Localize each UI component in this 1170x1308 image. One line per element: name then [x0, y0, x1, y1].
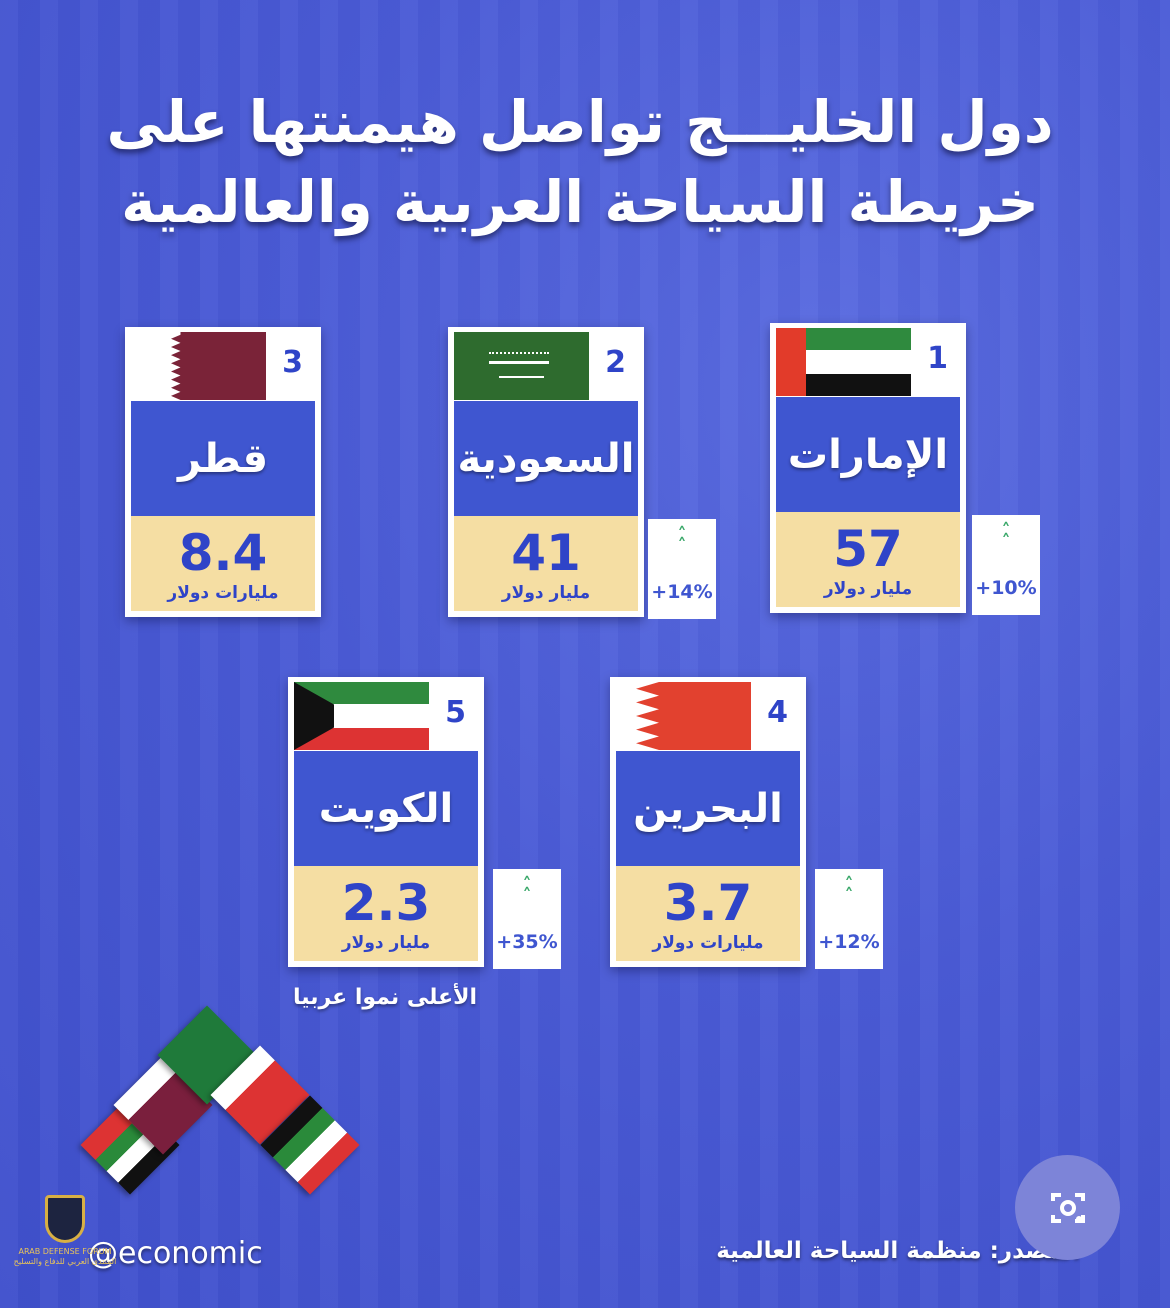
- value-panel: 3.7 مليارات دولار: [616, 866, 800, 961]
- rank-number: 1: [927, 341, 948, 376]
- flag-area: 4: [610, 677, 806, 751]
- watermark-ar: المنتدى العربي للدفاع والتسليح: [13, 1257, 117, 1266]
- country-card: 2 السعودية 41 مليار دولار: [448, 327, 644, 617]
- value-panel: 2.3 مليار دولار: [294, 866, 478, 961]
- growth-badge: ˄ ˄ +12%: [815, 869, 883, 969]
- account-handle: @economic: [88, 1236, 263, 1271]
- country-name: قطر: [131, 401, 315, 516]
- watermark-en: ARAB DEFENSE FORUM: [18, 1247, 112, 1256]
- value-unit: مليار دولار: [341, 933, 431, 953]
- value-panel: 41 مليار دولار: [454, 516, 638, 611]
- country-name: الكويت: [294, 751, 478, 866]
- double-chevron-up-icon: ˄ ˄: [1001, 520, 1011, 552]
- tourism-revenue-value: 3.7: [663, 874, 753, 932]
- tourism-revenue-value: 2.3: [341, 874, 431, 932]
- country-card: 5 الكويت 2.3 مليار دولار: [288, 677, 484, 967]
- country-name: السعودية: [454, 401, 638, 516]
- lens-camera-icon: [1050, 1192, 1085, 1223]
- flag-area: 1: [770, 323, 966, 397]
- country-card: 3 قطر 8.4 مليارات دولار: [125, 327, 321, 617]
- rank-number: 5: [445, 695, 466, 730]
- tourism-revenue-value: 8.4: [178, 524, 268, 582]
- rank-number: 4: [767, 695, 788, 730]
- growth-percent: +12%: [818, 931, 880, 953]
- qatar-flag-icon: [131, 332, 266, 400]
- growth-percent: +10%: [975, 577, 1037, 599]
- growth-badge: ˄ ˄ +10%: [972, 515, 1040, 615]
- source-credit: المصدر: منظمة السياحة العالمية: [716, 1238, 1080, 1264]
- rank-number: 2: [605, 345, 626, 380]
- country-card: 4 البحرين 3.7 مليارات دولار: [610, 677, 806, 967]
- country-card: 1 الإمارات 57 مليار دولار: [770, 323, 966, 613]
- value-panel: 57 مليار دولار: [776, 512, 960, 607]
- flag-area: 3: [125, 327, 321, 401]
- tourism-revenue-value: 41: [511, 524, 581, 582]
- double-chevron-up-icon: ˄ ˄: [844, 874, 854, 906]
- double-chevron-up-icon: ˄ ˄: [522, 874, 532, 906]
- double-chevron-up-icon: ˄ ˄: [677, 524, 687, 556]
- growth-percent: +14%: [651, 581, 713, 603]
- country-name: البحرين: [616, 751, 800, 866]
- uae-flag-icon: [776, 328, 911, 396]
- value-unit: مليارات دولار: [652, 933, 764, 953]
- bahrain-flag-icon: [616, 682, 751, 750]
- tourism-revenue-value: 57: [833, 520, 903, 578]
- growth-percent: +35%: [496, 931, 558, 953]
- country-name: الإمارات: [776, 397, 960, 512]
- growth-badge: ˄ ˄ +14%: [648, 519, 716, 619]
- watermark-logo: ARAB DEFENSE FORUM المنتدى العربي للدفاع…: [5, 1195, 125, 1267]
- kuwait-flag-icon: [294, 682, 429, 750]
- title-line-1: دول الخليـــج تواصل هيمنتها على: [106, 88, 1054, 156]
- flag-area: 2: [448, 327, 644, 401]
- value-unit: مليار دولار: [501, 583, 591, 603]
- visual-search-button[interactable]: [1015, 1155, 1120, 1260]
- flag-area: 5: [288, 677, 484, 751]
- title-line-2: خريطة السياحة العربية والعالمية: [121, 168, 1039, 236]
- saudi-flag-icon: [454, 332, 589, 400]
- highest-growth-note: الأعلى نموا عربيا: [292, 985, 478, 1010]
- shield-logo-icon: [45, 1195, 85, 1243]
- value-unit: مليارات دولار: [167, 583, 279, 603]
- value-unit: مليار دولار: [823, 579, 913, 599]
- rank-number: 3: [282, 345, 303, 380]
- value-panel: 8.4 مليارات دولار: [131, 516, 315, 611]
- growth-badge: ˄ ˄ +35%: [493, 869, 561, 969]
